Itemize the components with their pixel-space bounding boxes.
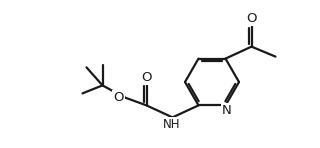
Text: N: N bbox=[222, 104, 231, 117]
Text: NH: NH bbox=[163, 118, 180, 131]
Text: O: O bbox=[141, 71, 152, 84]
Text: O: O bbox=[113, 91, 124, 104]
Text: O: O bbox=[246, 12, 257, 25]
